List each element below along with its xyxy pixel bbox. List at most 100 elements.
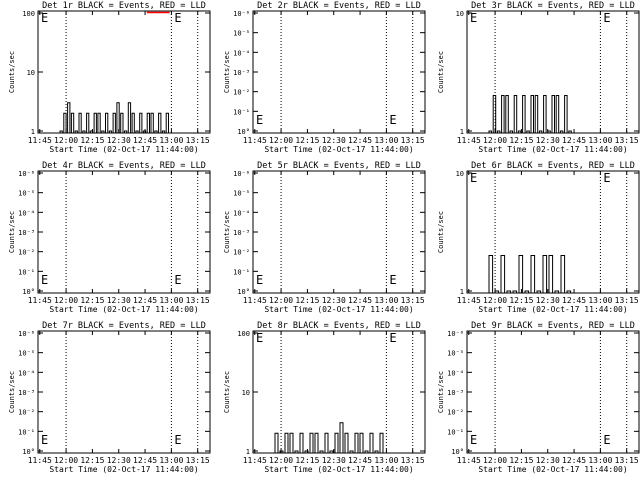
x-tick-label: 12:30 [322,456,346,465]
y-tick-label: 10⁻⁵ [233,30,250,38]
x-axis-label: Start Time (02-Oct-17 11:44:00) [478,145,627,154]
y-tick-label: 10⁻² [18,409,35,417]
x-axis-label: Start Time (02-Oct-17 11:44:00) [478,305,627,314]
x-tick-label: 11:45 [28,296,52,305]
y-tick-label: 1 [460,288,464,296]
x-axis-label: Start Time (02-Oct-17 11:44:00) [49,305,198,314]
y-tick-label: 10⁻⁴ [233,209,250,217]
y-tick-label: 10⁻⁶ [447,330,464,338]
y-tick-label: 10⁻⁶ [18,330,35,338]
plot-panel-6: Det 6r BLACK = Events, RED = LLD Start Ti… [437,161,640,314]
event-marker-e: E [603,11,610,25]
y-tick-label: 10° [237,288,250,296]
y-tick-label: 10⁻⁵ [233,190,250,198]
x-tick-label: 12:45 [348,456,372,465]
x-tick-label: 12:15 [80,136,104,145]
x-tick-label: 13:00 [588,456,612,465]
y-axis-label: Counts/sec [8,51,16,93]
x-tick-label: 12:15 [295,296,319,305]
y-tick-label: 10⁻³ [233,69,250,77]
x-tick-label: 13:00 [374,456,398,465]
plot-frame [37,330,211,454]
y-tick-label: 10⁻⁴ [233,49,250,57]
x-tick-label: 12:45 [348,296,372,305]
x-tick-label: 12:15 [295,456,319,465]
event-marker-e: E [389,331,396,345]
x-tick-label: 13:00 [159,456,183,465]
y-tick-label: 10 [456,170,464,178]
plot-title: Det 8r BLACK = Events, RED = LLD [257,321,421,331]
x-tick-label: 12:30 [536,136,560,145]
y-tick-label: 10⁻³ [18,229,35,237]
y-tick-label: 10⁻⁵ [447,350,464,358]
x-tick-label: 13:15 [401,136,425,145]
event-marker-e: E [174,11,181,25]
x-tick-label: 13:15 [401,296,425,305]
y-tick-label: 10⁻² [18,249,35,257]
plot-frame [37,170,211,294]
x-tick-label: 12:00 [54,456,78,465]
event-marker-e: E [470,433,477,447]
x-axis-label: Start Time (02-Oct-17 11:44:00) [49,145,198,154]
x-tick-label: 12:30 [322,136,346,145]
x-tick-label: 12:00 [269,456,293,465]
y-tick-label: 10⁻² [233,249,250,257]
x-tick-label: 12:45 [133,296,157,305]
x-tick-label: 12:45 [562,136,586,145]
plot-title: Det 6r BLACK = Events, RED = LLD [471,161,635,171]
y-axis-label: Counts/sec [8,371,16,413]
plot-title: Det 9r BLACK = Events, RED = LLD [471,321,635,331]
plot-frame [466,10,640,134]
plot-frame [252,10,426,134]
plot-panel-9: Det 9r BLACK = Events, RED = LLD Start Ti… [437,321,640,474]
x-tick-label: 12:15 [509,296,533,305]
y-tick-label: 1 [460,128,464,136]
y-axis-label: Counts/sec [223,51,231,93]
y-tick-label: 10° [22,448,35,456]
event-marker-e: E [174,273,181,287]
y-axis-label: Counts/sec [8,211,16,253]
x-tick-label: 12:15 [509,136,533,145]
event-marker-e: E [41,433,48,447]
y-axis-label: Counts/sec [223,371,231,413]
plot-panel-7: Det 7r BLACK = Events, RED = LLD Start Ti… [8,321,211,474]
x-tick-label: 12:00 [483,296,507,305]
events-series [488,95,572,134]
y-tick-label: 10⁻⁶ [233,170,250,178]
plot-panel-2: Det 2r BLACK = Events, RED = LLD Start Ti… [223,1,426,154]
x-tick-label: 11:45 [243,136,267,145]
event-marker-e: E [256,113,263,127]
y-tick-label: 10° [22,288,35,296]
y-axis-label: Counts/sec [437,371,445,413]
plot-title: Det 2r BLACK = Events, RED = LLD [257,1,421,11]
y-tick-label: 100 [237,330,250,338]
x-axis-label: Start Time (02-Oct-17 11:44:00) [478,465,627,474]
plot-panel-1: Det 1r BLACK = Events, RED = LLD Start Ti… [8,1,211,154]
x-tick-label: 12:30 [107,456,131,465]
event-marker-e: E [389,113,396,127]
event-marker-e: E [256,273,263,287]
x-tick-label: 11:45 [28,136,52,145]
plot-panel-3: Det 3r BLACK = Events, RED = LLD Start Ti… [437,1,640,154]
y-tick-label: 10⁻⁶ [233,10,250,18]
y-tick-label: 10⁻³ [233,229,250,237]
x-tick-label: 12:45 [348,136,372,145]
x-tick-label: 12:00 [483,136,507,145]
plot-frame [252,170,426,294]
events-series [274,422,384,454]
x-tick-label: 13:00 [374,296,398,305]
y-tick-label: 10⁻³ [447,389,464,397]
x-tick-label: 12:45 [562,456,586,465]
y-tick-label: 10 [27,69,35,77]
x-tick-label: 13:15 [186,136,210,145]
x-tick-label: 12:30 [107,136,131,145]
plot-title: Det 5r BLACK = Events, RED = LLD [257,161,421,171]
x-tick-label: 12:00 [269,296,293,305]
event-marker-e: E [603,433,610,447]
event-marker-e: E [41,273,48,287]
y-tick-label: 1 [31,128,35,136]
x-tick-label: 11:45 [457,136,481,145]
x-tick-label: 13:00 [159,136,183,145]
x-tick-label: 13:00 [588,136,612,145]
